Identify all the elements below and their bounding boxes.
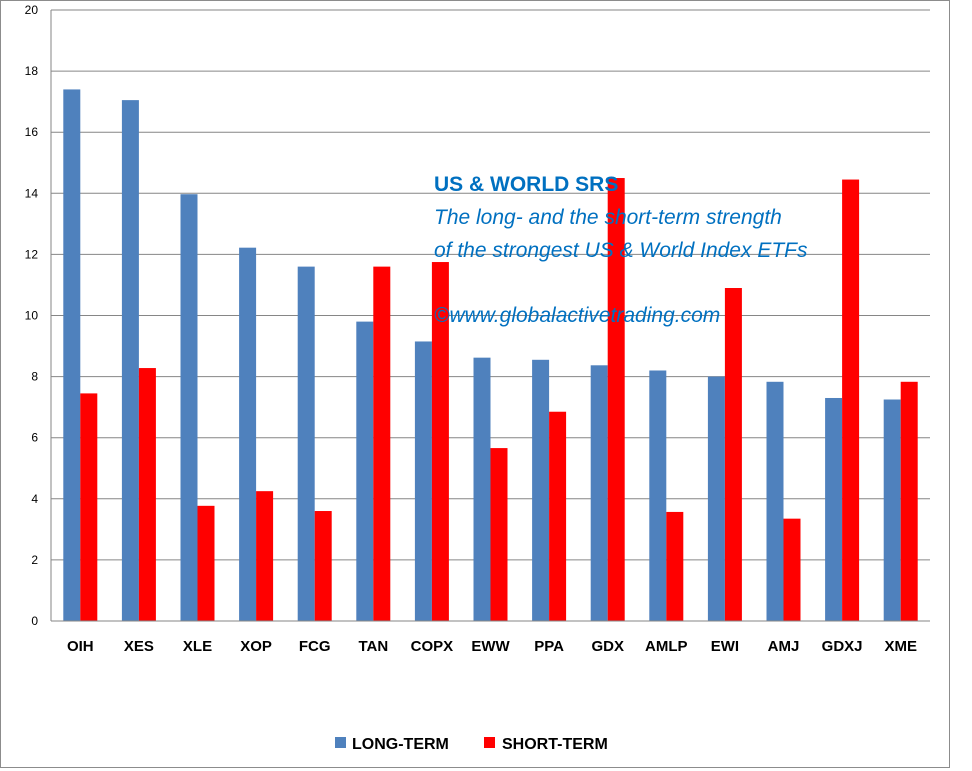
bar-short-term <box>138 368 156 621</box>
bar-long-term <box>707 376 725 621</box>
bar-long-term <box>825 397 843 621</box>
annotation-line-2: of the strongest US & World Index ETFs <box>434 239 808 262</box>
y-tick-label: 0 <box>31 614 38 628</box>
x-tick-label: OIH <box>67 638 94 655</box>
bar-short-term <box>314 511 332 621</box>
y-tick-label: 14 <box>25 186 39 200</box>
bar-short-term <box>666 511 684 621</box>
y-tick-label: 10 <box>25 309 39 323</box>
bar-long-term <box>590 365 608 621</box>
x-tick-label: EWI <box>711 638 739 655</box>
y-tick-label: 12 <box>25 247 39 261</box>
bar-short-term <box>724 288 742 621</box>
bar-long-term <box>121 100 139 621</box>
bar-long-term <box>180 194 198 622</box>
x-tick-label: AMJ <box>768 638 800 655</box>
bar-short-term <box>490 448 508 621</box>
x-tick-label: XLE <box>183 638 212 655</box>
bar-long-term <box>356 321 374 621</box>
x-tick-label: GDXJ <box>822 638 863 655</box>
bar-short-term <box>783 518 801 621</box>
y-tick-label: 6 <box>31 431 38 445</box>
x-tick-label: GDX <box>591 638 624 655</box>
bar-short-term <box>80 393 98 621</box>
bar-long-term <box>532 359 550 621</box>
legend-swatch-short-term <box>484 737 495 748</box>
x-tick-label: XOP <box>240 638 272 655</box>
y-tick-label: 4 <box>31 492 38 506</box>
annotation-line-1: The long- and the short-term strength <box>434 206 782 229</box>
annotation-copyright: ©www.globalactivetrading.com <box>434 304 720 327</box>
legend-label-short-term: SHORT-TERM <box>502 736 608 753</box>
bar-short-term <box>431 262 449 621</box>
bar-long-term <box>883 399 901 621</box>
annotation: US & WORLD SRS The long- and the short-t… <box>434 173 808 327</box>
legend: LONG-TERM SHORT-TERM <box>335 736 608 753</box>
bars <box>63 89 918 622</box>
annotation-heading: US & WORLD SRS <box>434 173 618 196</box>
bar-short-term <box>607 178 625 621</box>
y-tick-label: 18 <box>25 64 39 78</box>
y-tick-label: 8 <box>31 370 38 384</box>
x-tick-label: COPX <box>411 638 454 655</box>
bar-short-term <box>373 266 391 621</box>
y-tick-label: 16 <box>25 125 39 139</box>
x-tick-label: FCG <box>299 638 331 655</box>
x-tick-label: PPA <box>534 638 564 655</box>
chart-frame <box>0 0 950 768</box>
bar-long-term <box>766 381 784 621</box>
x-tick-label: XME <box>884 638 917 655</box>
bar-short-term <box>900 381 918 621</box>
x-tick-label: XES <box>124 638 154 655</box>
bar-short-term <box>197 505 215 621</box>
bar-long-term <box>473 357 491 621</box>
x-tick-label: AMLP <box>645 638 688 655</box>
bar-long-term <box>297 266 315 621</box>
bar-long-term <box>63 89 81 622</box>
bar-short-term <box>256 491 274 621</box>
bar-short-term <box>549 411 567 621</box>
legend-swatch-long-term <box>335 737 346 748</box>
axes: 0 2 4 6 8 10 12 14 16 18 20 OIH XES XLE XOP FCG TAN COPX E… <box>25 3 930 655</box>
legend-label-long-term: LONG-TERM <box>352 736 449 753</box>
bar-long-term <box>414 341 432 621</box>
x-tick-label: TAN <box>358 638 388 655</box>
y-tick-label: 2 <box>31 553 38 567</box>
x-tick-label: EWW <box>471 638 510 655</box>
bar-long-term <box>649 370 667 621</box>
bar-short-term <box>842 179 860 622</box>
bar-long-term <box>239 247 257 621</box>
y-tick-label: 20 <box>25 3 39 17</box>
